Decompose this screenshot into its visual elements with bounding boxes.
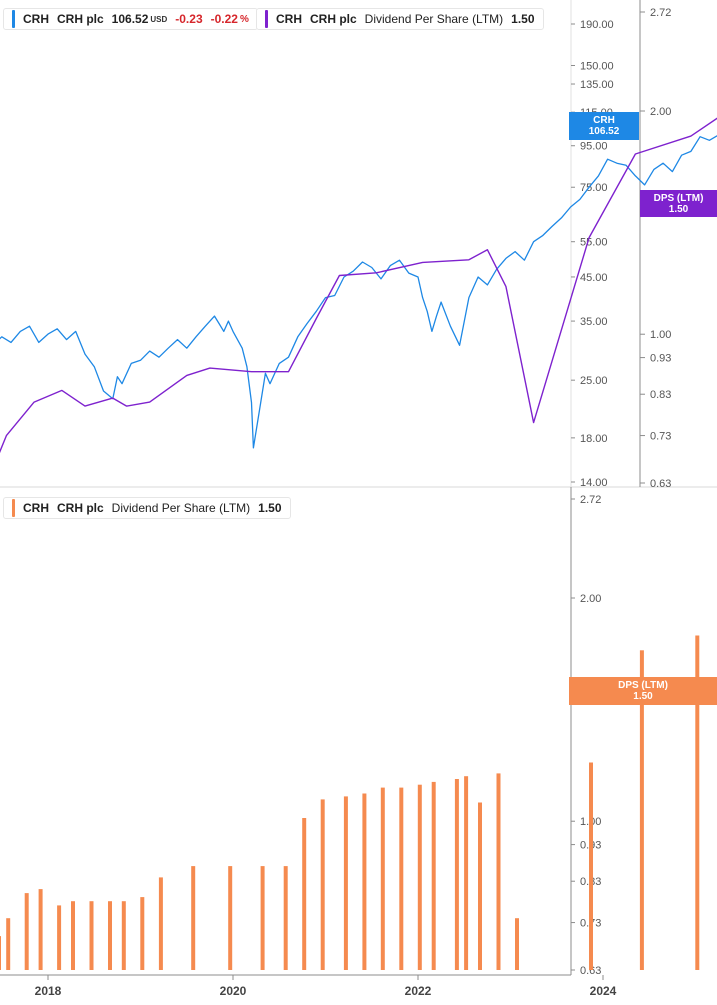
dps-bar-22	[399, 787, 404, 970]
legend-price-change-pct: -0.22	[210, 12, 238, 26]
legend-dps-bottom-metric: Dividend Per Share (LTM)	[111, 501, 251, 515]
dps-bar-7	[71, 901, 75, 970]
dps-top-tick-label-1: 2.00	[650, 106, 671, 118]
legend-price-change: -0.23	[175, 12, 203, 26]
dps-badge-top-label: DPS (LTM)	[653, 192, 704, 204]
legend-dps-top-name: CRH plc	[310, 12, 357, 26]
price-tick-label-6: 55.00	[580, 237, 608, 249]
price-tick-label-1: 150.00	[580, 61, 614, 73]
dps-bar-8	[89, 901, 94, 970]
price-tick-label-7: 45.00	[580, 272, 608, 284]
dps-bar-12	[158, 877, 163, 970]
price-tick-label-10: 18.00	[580, 433, 608, 445]
dps-badge-top: DPS (LTM) 1.50	[640, 190, 717, 217]
dps-line	[0, 117, 717, 454]
legend-dps-bottom-ticker: CRH	[23, 501, 49, 515]
dps-bar-15	[260, 866, 265, 970]
dps-badge-bottom: DPS (LTM) 1.50	[569, 677, 717, 705]
dps-bar-28	[496, 773, 501, 970]
price-tick-label-8: 35.00	[580, 316, 608, 328]
dps-bar-26	[464, 776, 469, 970]
legend-dps-top[interactable]: CRH CRH plc Dividend Per Share (LTM) 1.5…	[256, 8, 544, 30]
price-badge-value: 106.52	[588, 126, 620, 137]
dps-bar-4	[24, 893, 29, 970]
x-tick-label-2: 2022	[405, 984, 432, 998]
dps-bottom-tick-label-1: 2.00	[580, 593, 601, 605]
dps-bar-21	[380, 787, 385, 970]
dps-bar-6	[57, 905, 62, 970]
dps-bar-17	[302, 818, 307, 970]
dps-top-tick-label-0: 2.72	[650, 7, 671, 19]
price-badge-ticker: CRH	[593, 115, 615, 126]
dps-badge-bottom-value: 1.50	[633, 691, 653, 702]
legend-dps-bottom-swatch	[12, 499, 15, 517]
dps-bar-3	[6, 918, 11, 970]
dps-bottom-tick-label-0: 2.72	[580, 494, 601, 506]
price-tick-label-11: 14.00	[580, 477, 608, 489]
dps-bar-16	[283, 866, 288, 970]
legend-dps-bottom-value: 1.50	[258, 501, 282, 515]
legend-dps-top-metric: Dividend Per Share (LTM)	[364, 12, 504, 26]
legend-dps-top-value: 1.50	[511, 12, 535, 26]
dps-bar-24	[431, 781, 436, 970]
legend-dps-bottom-name: CRH plc	[57, 501, 104, 515]
price-tick-label-4: 95.00	[580, 141, 608, 153]
axis-layer: 190.00150.00135.00115.0095.0075.0055.004…	[35, 7, 672, 998]
dps-bar-5	[38, 889, 43, 970]
legend-price-name: CRH plc	[57, 12, 104, 26]
x-tick-label-1: 2020	[220, 984, 247, 998]
dps-bar-27	[478, 802, 482, 970]
legend-price-value: 106.52	[111, 12, 149, 26]
dps-top-tick-label-2: 1.00	[650, 329, 671, 341]
price-tick-label-0: 190.00	[580, 19, 614, 31]
dps-bar-14	[228, 866, 233, 970]
price-badge: CRH 106.52	[569, 112, 639, 140]
bar-layer	[0, 635, 700, 970]
dps-bar-29	[515, 918, 519, 970]
legend-price-ticker: CRH	[23, 12, 49, 26]
dps-bar-18	[320, 799, 325, 970]
legend-price-change-pct-sign: %	[239, 13, 249, 25]
dps-bar-11	[140, 897, 145, 970]
dps-bar-31	[639, 650, 644, 970]
price-tick-label-9: 25.00	[580, 375, 608, 387]
legend-price-currency: USD	[150, 14, 168, 24]
legend-dps-top-ticker: CRH	[276, 12, 302, 26]
dps-bottom-tick-label-6: 0.63	[580, 965, 601, 977]
x-tick-label-3: 2024	[590, 984, 617, 998]
grid-layer	[0, 0, 717, 976]
dps-badge-top-value: 1.50	[668, 203, 689, 215]
price-tick-label-2: 135.00	[580, 79, 614, 91]
dps-bar-19	[343, 796, 348, 970]
dps-bar-2	[0, 936, 1, 970]
dps-bar-30	[589, 762, 593, 970]
dps-top-tick-label-5: 0.73	[650, 431, 671, 443]
dps-bar-20	[362, 793, 367, 970]
x-tick-label-0: 2018	[35, 984, 62, 998]
legend-dps-bottom[interactable]: CRH CRH plc Dividend Per Share (LTM) 1.5…	[3, 497, 291, 519]
legend-price[interactable]: CRH CRH plc 106.52 USD -0.23 -0.22 %	[3, 8, 258, 30]
dps-bar-32	[695, 635, 700, 970]
dps-badge-bottom-label: DPS (LTM)	[618, 680, 668, 691]
dps-top-tick-label-4: 0.83	[650, 389, 671, 401]
dps-top-tick-label-3: 0.93	[650, 353, 671, 365]
dps-bar-13	[191, 866, 196, 970]
dps-bar-23	[417, 784, 422, 970]
dps-bar-9	[108, 901, 112, 970]
price-tick-label-5: 75.00	[580, 182, 608, 194]
legend-price-swatch	[12, 10, 15, 28]
dps-top-tick-label-6: 0.63	[650, 478, 671, 490]
dps-bar-10	[121, 901, 126, 970]
price-line	[0, 135, 717, 449]
legend-dps-top-swatch	[265, 10, 268, 28]
dps-bar-25	[454, 779, 459, 970]
